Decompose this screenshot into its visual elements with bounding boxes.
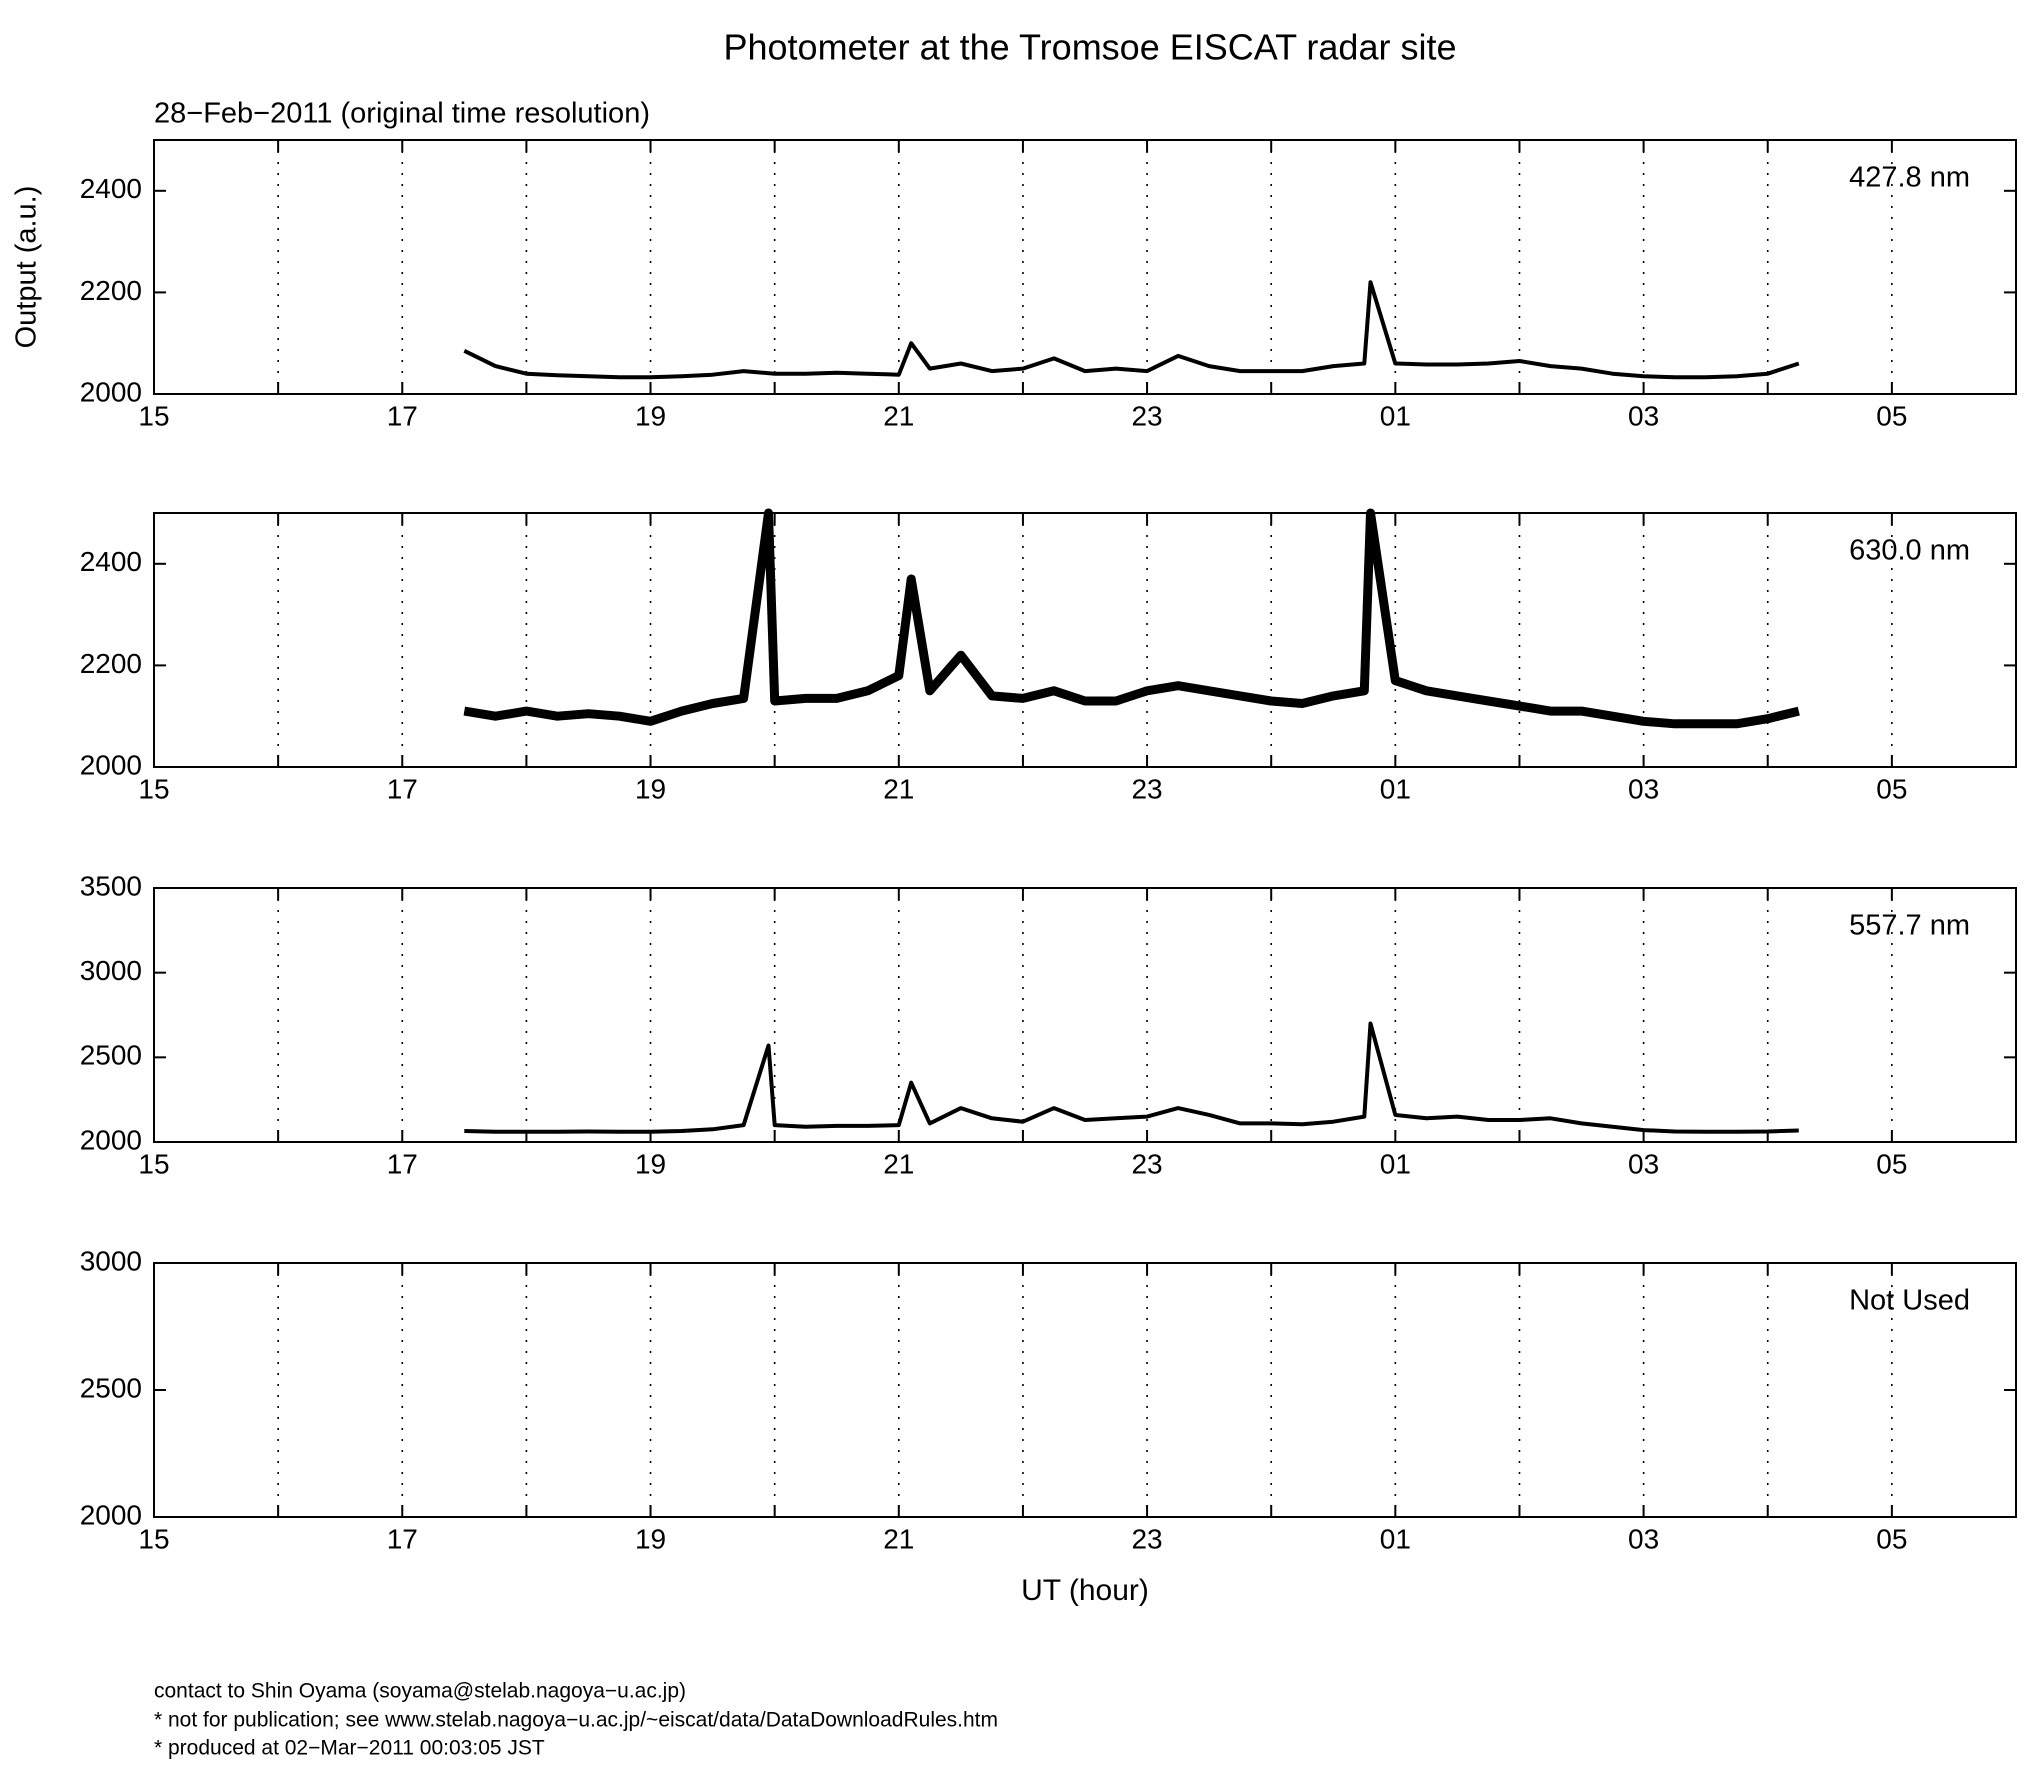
y-tick-label: 2000 bbox=[80, 1499, 142, 1530]
x-tick-label: 15 bbox=[138, 773, 169, 804]
data-line bbox=[463, 280, 1800, 380]
x-tick-label: 01 bbox=[1380, 400, 1411, 431]
x-tick-label: 01 bbox=[1380, 773, 1411, 804]
subtitle: 28−Feb−2011 (original time resolution) bbox=[154, 98, 650, 130]
x-tick-label: 21 bbox=[883, 1148, 914, 1179]
panel-label: 557.7 nm bbox=[1849, 910, 1970, 942]
y-tick-label: 2000 bbox=[80, 1124, 142, 1155]
x-tick-label: 21 bbox=[883, 1523, 914, 1554]
y-tick-label: 2400 bbox=[80, 173, 142, 204]
plot-frame bbox=[153, 512, 2017, 768]
x-tick-label: 03 bbox=[1628, 1148, 1659, 1179]
x-axis-label: UT (hour) bbox=[1021, 1574, 1149, 1607]
x-tick-label: 21 bbox=[883, 773, 914, 804]
y-tick-label: 3000 bbox=[80, 1245, 142, 1276]
plot-frame bbox=[153, 139, 2017, 395]
y-tick-label: 2000 bbox=[80, 749, 142, 780]
x-tick-label: 03 bbox=[1628, 773, 1659, 804]
x-tick-label: 23 bbox=[1131, 400, 1162, 431]
x-tick-label: 01 bbox=[1380, 1148, 1411, 1179]
x-tick-label: 19 bbox=[635, 1523, 666, 1554]
x-tick-label: 17 bbox=[387, 773, 418, 804]
x-tick-label: 05 bbox=[1876, 773, 1907, 804]
x-tick-label: 01 bbox=[1380, 1523, 1411, 1554]
x-tick-label: 17 bbox=[387, 1148, 418, 1179]
y-tick-label: 2200 bbox=[80, 275, 142, 306]
y-tick-label: 3000 bbox=[80, 955, 142, 986]
x-tick-label: 03 bbox=[1628, 1523, 1659, 1554]
x-tick-label: 23 bbox=[1131, 1523, 1162, 1554]
data-line bbox=[463, 508, 1800, 729]
plot-frame bbox=[153, 887, 2017, 1143]
x-tick-label: 17 bbox=[387, 400, 418, 431]
data-line bbox=[464, 1021, 1799, 1134]
x-tick-label: 03 bbox=[1628, 400, 1659, 431]
y-tick-label: 2400 bbox=[80, 546, 142, 577]
footer-line: * produced at 02−Mar−2011 00:03:05 JST bbox=[154, 1737, 545, 1760]
x-tick-label: 23 bbox=[1131, 1148, 1162, 1179]
y-tick-label: 2500 bbox=[80, 1040, 142, 1071]
x-tick-label: 05 bbox=[1876, 400, 1907, 431]
x-tick-label: 19 bbox=[635, 400, 666, 431]
x-tick-label: 17 bbox=[387, 1523, 418, 1554]
y-tick-label: 2000 bbox=[80, 376, 142, 407]
x-tick-label: 05 bbox=[1876, 1148, 1907, 1179]
panel-label: 427.8 nm bbox=[1849, 162, 1970, 194]
panel-label: Not Used bbox=[1849, 1285, 1970, 1317]
x-tick-label: 15 bbox=[138, 1148, 169, 1179]
x-tick-label: 21 bbox=[883, 400, 914, 431]
footer-line: contact to Shin Oyama (soyama@stelab.nag… bbox=[154, 1680, 686, 1703]
y-axis-label: Output (a.u.) bbox=[11, 186, 43, 349]
x-tick-label: 23 bbox=[1131, 773, 1162, 804]
x-tick-label: 15 bbox=[138, 400, 169, 431]
x-tick-label: 15 bbox=[138, 1523, 169, 1554]
x-tick-label: 19 bbox=[635, 773, 666, 804]
plot-frame bbox=[153, 1262, 2017, 1518]
y-tick-label: 3500 bbox=[80, 870, 142, 901]
x-tick-label: 05 bbox=[1876, 1523, 1907, 1554]
panel-label: 630.0 nm bbox=[1849, 535, 1970, 567]
title: Photometer at the Tromsoe EISCAT radar s… bbox=[724, 27, 1457, 68]
x-tick-label: 19 bbox=[635, 1148, 666, 1179]
y-tick-label: 2500 bbox=[80, 1372, 142, 1403]
y-tick-label: 2200 bbox=[80, 648, 142, 679]
footer-line: * not for publication; see www.stelab.na… bbox=[154, 1709, 998, 1732]
